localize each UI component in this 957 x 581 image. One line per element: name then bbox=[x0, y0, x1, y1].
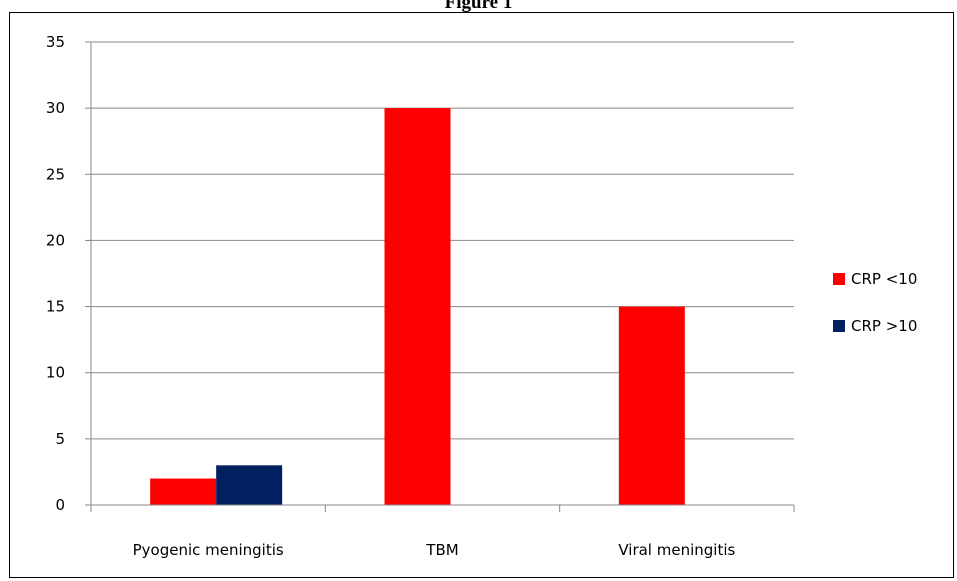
legend-label: CRP >10 bbox=[851, 317, 917, 335]
y-tick-label: 20 bbox=[46, 231, 65, 249]
legend-swatch bbox=[833, 273, 845, 285]
axes bbox=[85, 41, 795, 512]
figure-title: Figure 1 bbox=[444, 0, 513, 13]
x-tick-label: Viral meningitis bbox=[618, 541, 735, 559]
x-tick-label: Pyogenic meningitis bbox=[133, 541, 284, 559]
bar-crp-lt-10 bbox=[384, 108, 451, 506]
y-tick-label: 15 bbox=[46, 298, 65, 316]
legend: CRP <10 CRP >10 bbox=[833, 270, 917, 335]
y-tick-label: 0 bbox=[55, 496, 65, 514]
x-axis-ticks: Pyogenic meningitis TBM Viral meningitis bbox=[133, 541, 736, 559]
legend-swatch bbox=[833, 320, 845, 332]
bars bbox=[150, 108, 685, 506]
legend-label: CRP <10 bbox=[851, 270, 917, 288]
y-tick-label: 35 bbox=[46, 33, 65, 51]
y-tick-label: 25 bbox=[46, 165, 65, 183]
bar-crp-lt-10 bbox=[618, 306, 685, 505]
bar-crp-lt-10 bbox=[150, 478, 217, 505]
y-tick-label: 30 bbox=[46, 99, 65, 117]
y-axis-ticks: 0 5 10 15 20 25 30 35 bbox=[46, 33, 65, 514]
bar-crp-gt-10 bbox=[216, 465, 283, 505]
y-tick-label: 10 bbox=[46, 364, 65, 382]
y-tick-label: 5 bbox=[55, 430, 65, 448]
x-tick-label: TBM bbox=[425, 541, 458, 559]
